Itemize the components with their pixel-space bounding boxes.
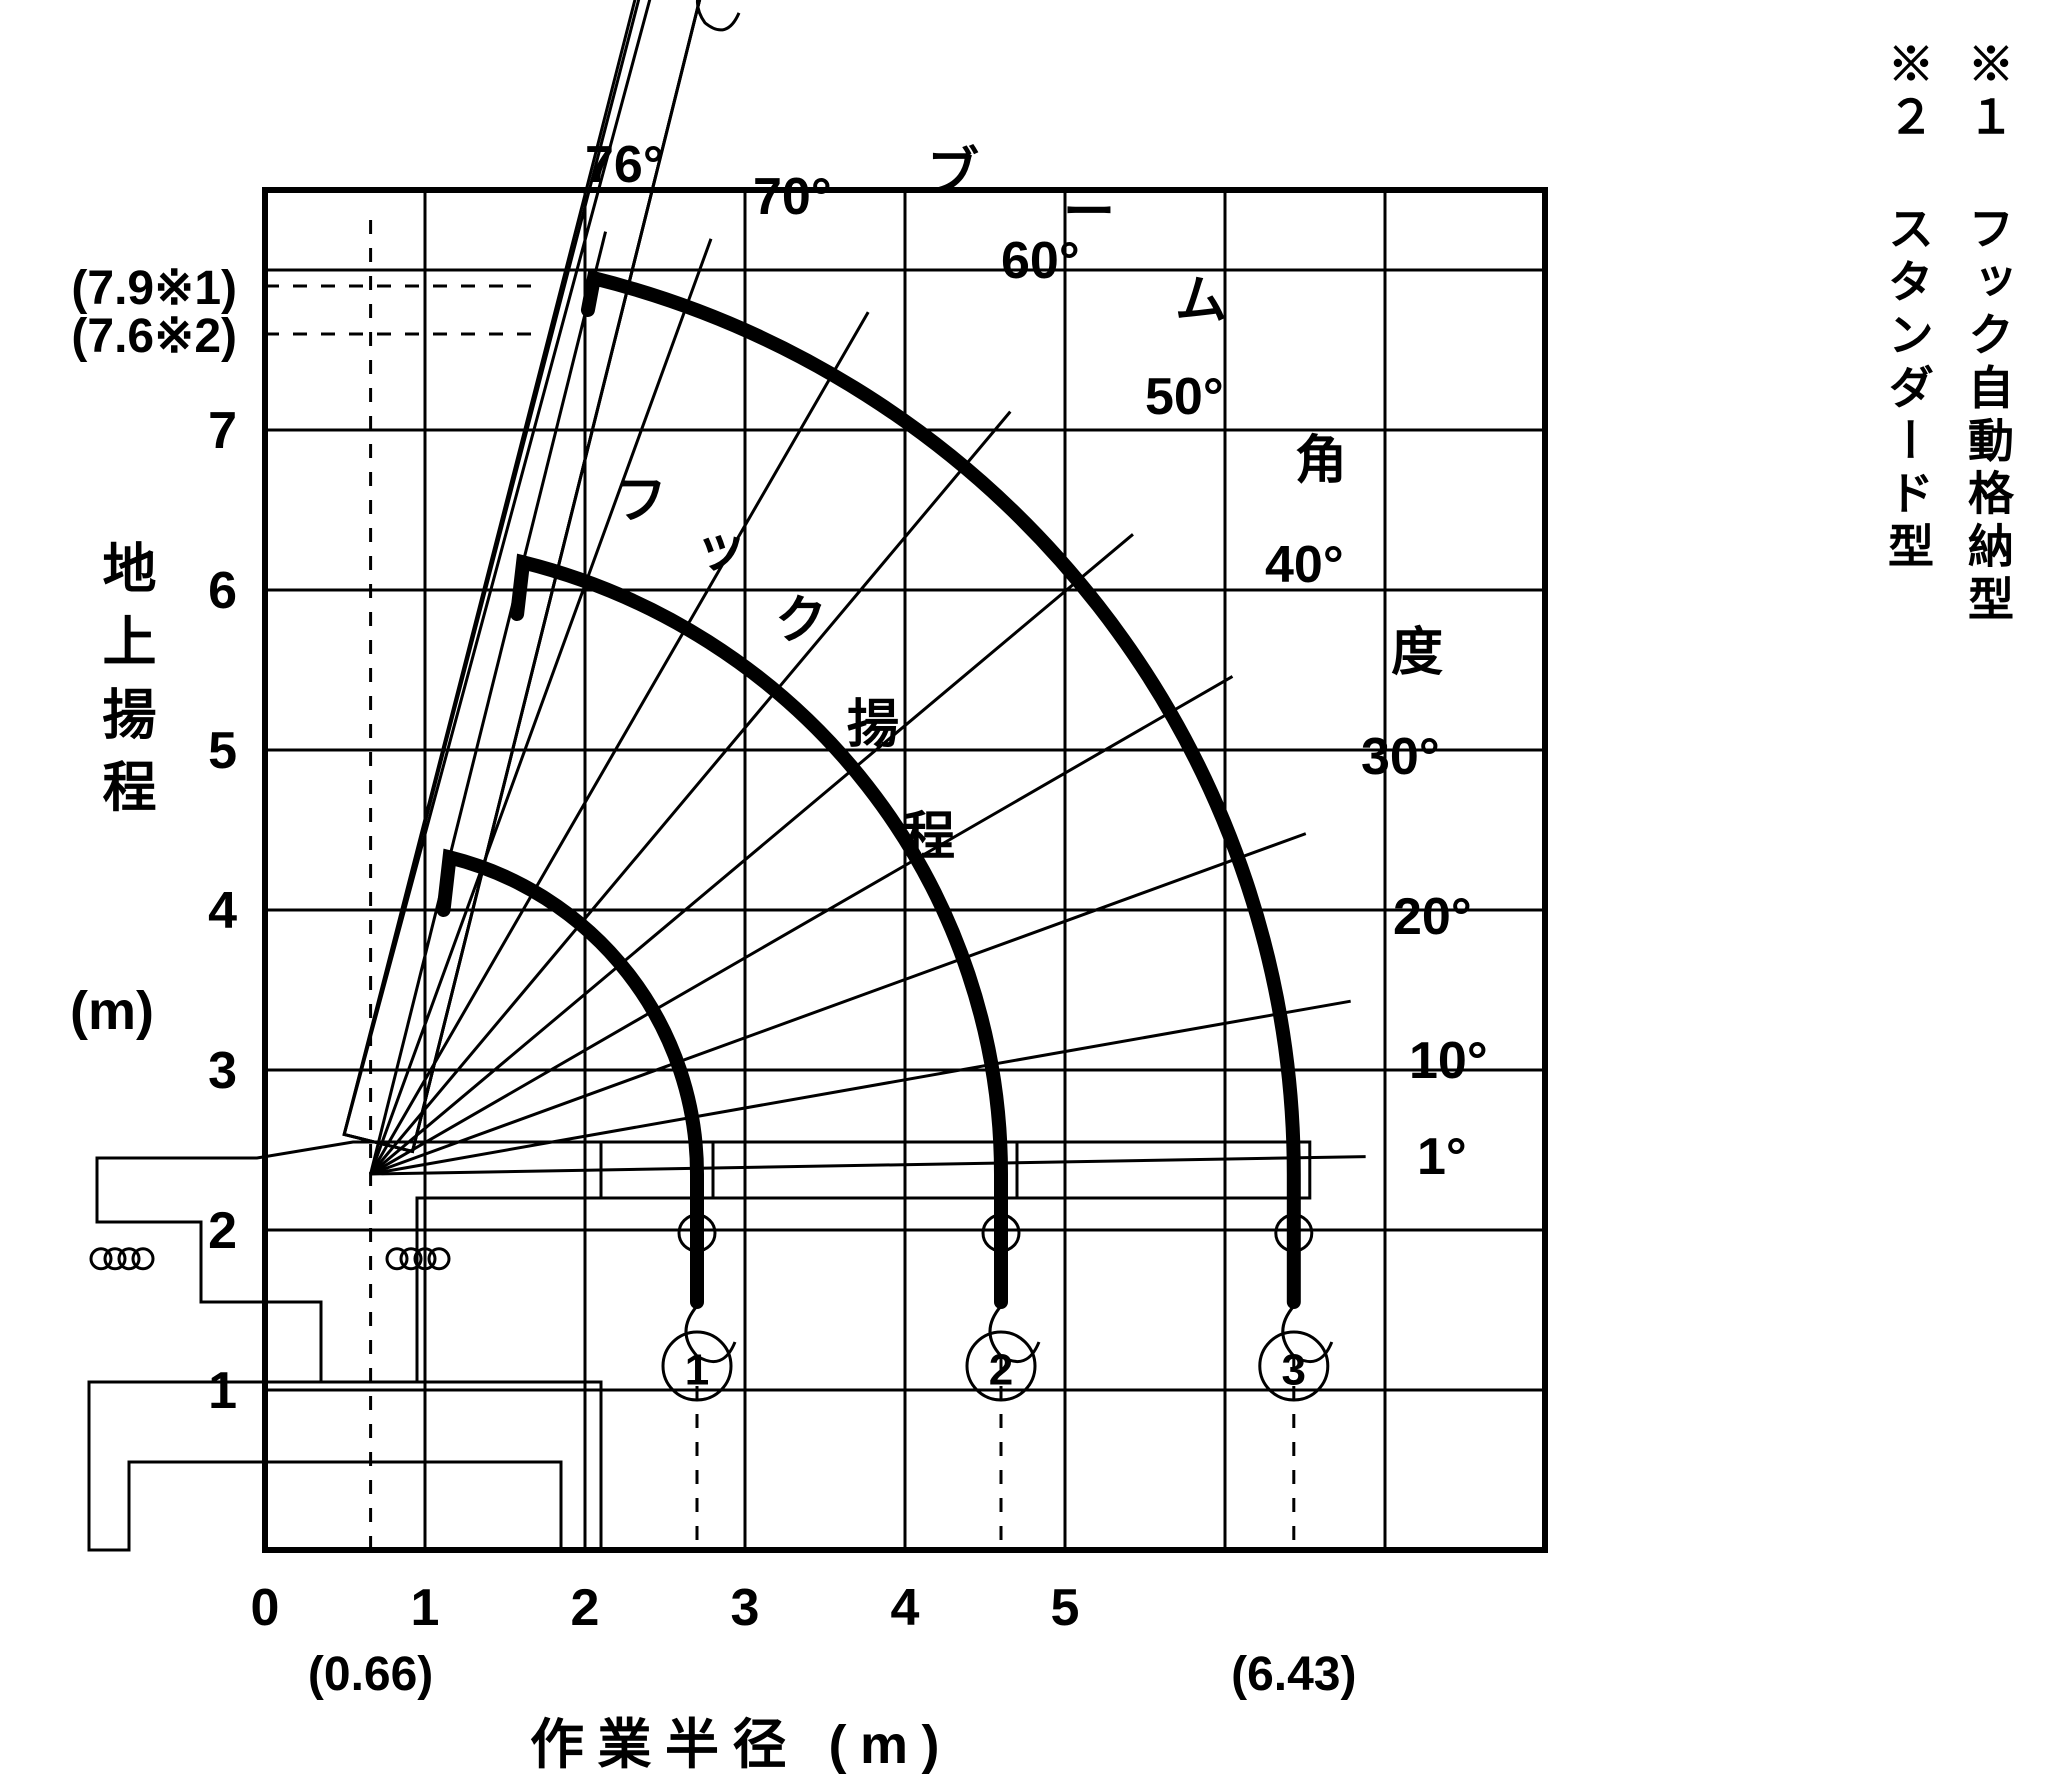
boom-angle-group-char: ム xyxy=(1175,272,1227,330)
y-tick-label: 5 xyxy=(208,722,237,780)
y-tick-label: 4 xyxy=(208,882,237,940)
y-annotation: (7.9※1) xyxy=(71,262,237,315)
angle-label: 20° xyxy=(1393,888,1472,946)
boom-angle-group-char: ブ xyxy=(927,143,979,202)
crane-range-diagram: 地上揚程 (m) 作業半径 (m) ※１ フック自動格納型 ※２ スタンダード型… xyxy=(0,0,2061,1779)
angle-label: 10° xyxy=(1409,1032,1488,1090)
angle-label: 40° xyxy=(1265,536,1344,594)
stage-number: 3 xyxy=(1282,1346,1306,1395)
y-tick-label: 7 xyxy=(208,402,237,460)
x-tick-label: 0 xyxy=(251,1579,280,1637)
y-tick-label: 1 xyxy=(208,1362,237,1420)
angle-label: 1° xyxy=(1417,1128,1467,1186)
boom-angle-group-char: 角 xyxy=(1295,432,1347,490)
angle-label: 30° xyxy=(1361,728,1440,786)
x-annotation: (0.66) xyxy=(308,1648,433,1701)
inner-label-char: 揚 xyxy=(847,696,899,754)
x-tick-label: 4 xyxy=(891,1579,920,1637)
x-tick-label: 2 xyxy=(571,1579,600,1637)
boom-angle-group-char: 度 xyxy=(1391,624,1443,682)
boom-angle-group-char: ー xyxy=(1063,184,1115,242)
plot-svg: 1 2 3 4 5 6 7 0 1 2 3 4 5 (7.9※1)(7.6※2) (0.66) (6.43) 7… xyxy=(0,0,2061,1779)
y-tick-label: 3 xyxy=(208,1042,237,1100)
angle-label: 70° xyxy=(753,168,832,226)
inner-label-char: フ xyxy=(615,472,667,530)
angle-label: 50° xyxy=(1145,368,1224,426)
x-tick-label: 3 xyxy=(731,1579,760,1637)
x-annotation: (6.43) xyxy=(1231,1648,1356,1701)
y-annotation: (7.6※2) xyxy=(71,310,237,363)
y-tick-label: 6 xyxy=(208,562,237,620)
stage-number: 2 xyxy=(989,1346,1013,1395)
x-tick-label: 1 xyxy=(411,1579,440,1637)
x-tick-label: 5 xyxy=(1051,1579,1080,1637)
y-tick-label: 2 xyxy=(208,1202,237,1260)
inner-label-char: ク xyxy=(775,592,827,650)
inner-label-char: ッ xyxy=(695,520,747,578)
stage-number: 1 xyxy=(685,1346,709,1395)
